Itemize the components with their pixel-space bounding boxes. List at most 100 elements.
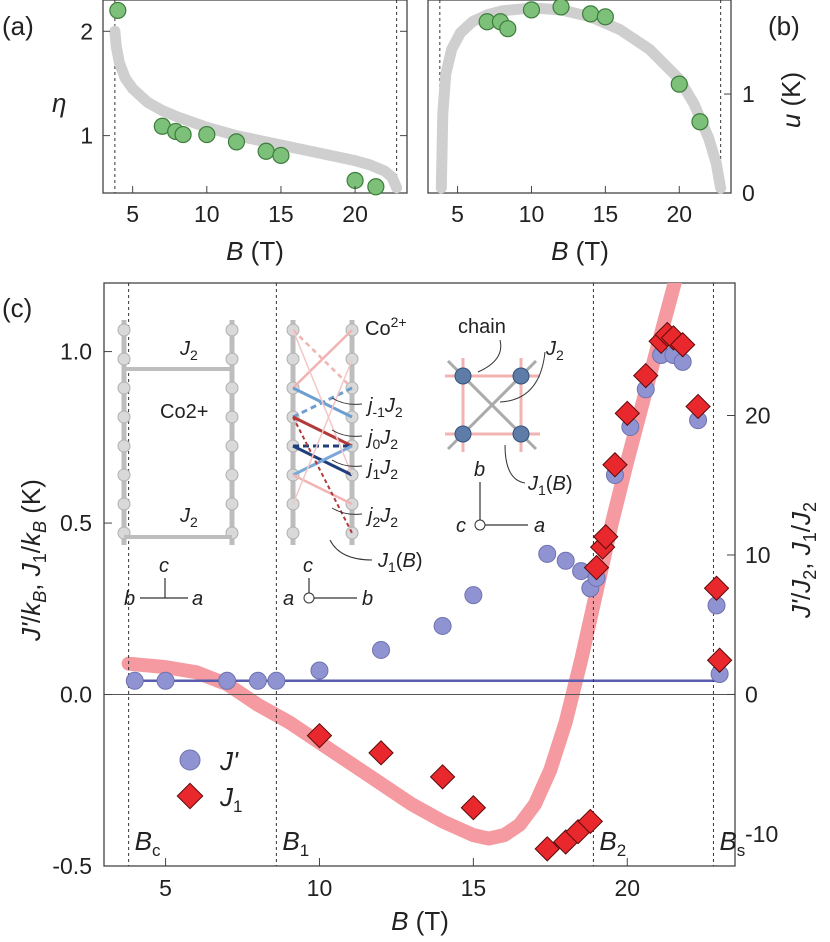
panel-b-label: (b) <box>768 11 800 41</box>
ladder-j2-top: J2 <box>179 338 198 363</box>
panel-c-ylabel-left: J'/kB, J1/kB (K) <box>16 479 50 642</box>
panel-a-point <box>227 133 246 151</box>
panel-b-fit-curve <box>435 2 727 194</box>
panel-b-point <box>581 5 600 23</box>
j1-point <box>429 764 456 790</box>
chain-j1b-arrow <box>504 444 526 484</box>
ladder-atom <box>225 497 239 511</box>
chain-axis-c-label: c <box>456 515 466 537</box>
j1-point <box>706 647 733 673</box>
coupling-label-2: j1J2 <box>365 457 398 482</box>
couplings-atom <box>345 352 359 366</box>
chain-axis-c-circle <box>474 519 486 531</box>
couplings-j1b-label: J1(B) <box>377 550 422 575</box>
panel-a: 5 10 15 20 1 2 (a) η B (T) <box>2 0 408 266</box>
panel-c-vline-label: Bs <box>719 826 745 860</box>
panel-c-fit-curve <box>121 283 682 846</box>
chain-axis-b-label: b <box>474 459 485 481</box>
chain-label: chain <box>458 316 506 338</box>
legend-jprime-label: J' <box>219 746 239 776</box>
j1-point <box>534 836 560 862</box>
panel-a-xtick-label: 20 <box>342 201 368 227</box>
jprime-point <box>125 671 144 690</box>
panel-b-point <box>552 0 570 16</box>
ladder-co-label: Co2+ <box>160 401 208 423</box>
chain-j2-arrow <box>499 351 546 403</box>
j1-point <box>368 740 394 766</box>
coupling-bond-0 <box>292 329 353 389</box>
panel-c-xtick-label: 20 <box>614 875 640 901</box>
ladder-atom <box>117 381 131 395</box>
panel-c-vline-label: Bc <box>135 826 161 860</box>
couplings-axis-b-label: b <box>362 588 373 610</box>
panel-b: 5 10 15 20 0 1 (b) B (T) u (K) <box>427 0 806 266</box>
ladder-atom <box>117 410 131 424</box>
ladder-atom <box>117 352 131 366</box>
j1-point <box>703 575 730 601</box>
ladder-axis-b-label: b <box>124 588 135 610</box>
coupling-arrow-3 <box>331 507 363 515</box>
panel-c-right-ytick-label: -10 <box>745 821 778 847</box>
couplings-j1b-arrow <box>329 539 373 561</box>
coupling-bond-9 <box>292 416 353 534</box>
couplings-co-label: Co2+ <box>365 314 407 340</box>
panel-c-xtick-label: 15 <box>461 875 487 901</box>
ladder-j2-bottom: J2 <box>179 505 198 530</box>
panel-a-ylabel: η <box>52 88 66 118</box>
chain-axis-a-label: a <box>534 515 545 537</box>
j1-point <box>306 722 333 749</box>
panel-a-ytick-label: 1 <box>80 123 93 149</box>
panel-a-point <box>257 142 275 160</box>
panel-a-fit-curve <box>109 25 403 194</box>
jprime-point <box>538 544 557 563</box>
panel-a-xtick-label: 5 <box>126 201 139 227</box>
panel-a-ytick-label: 2 <box>80 18 93 44</box>
panel-c-right-ytick-label: 20 <box>745 403 771 429</box>
panel-c-frame <box>103 282 736 867</box>
jprime-point <box>267 671 286 690</box>
chain-atom-0 <box>454 367 472 385</box>
jprime-point <box>248 671 267 690</box>
panel-c-vline-label: B2 <box>599 826 626 860</box>
panel-b-ytick-label: 1 <box>742 81 755 107</box>
panel-b-point <box>691 113 709 131</box>
panel-a-xlabel: B (T) <box>226 236 284 266</box>
panel-b-xtick-label: 10 <box>519 201 545 227</box>
j1-point <box>577 808 604 835</box>
couplings-axis-a-label: a <box>283 588 294 610</box>
panel-c-xlabel: B (T) <box>391 906 449 936</box>
j1-point <box>583 554 610 581</box>
jprime-point <box>372 640 391 659</box>
coupling-bond-1 <box>292 329 353 389</box>
ladder-atom <box>225 323 239 337</box>
panel-b-point <box>499 20 517 38</box>
legend: J' J1 <box>176 746 242 816</box>
ladder-atom <box>225 439 239 453</box>
jprime-point <box>310 661 329 680</box>
ladder-atom <box>117 468 131 482</box>
panel-b-frame <box>427 0 732 194</box>
panel-c-ytick-label: -0.5 <box>52 853 92 879</box>
coupling-bond-11 <box>292 359 353 505</box>
j1-point <box>460 794 487 821</box>
panel-b-point <box>670 75 688 93</box>
panel-b-ytick-label: 0 <box>742 180 755 206</box>
coupling-bond-8 <box>292 473 353 506</box>
couplings-axis-a-circle <box>303 592 315 604</box>
panel-b-point <box>596 8 614 26</box>
jprime-point <box>556 551 575 570</box>
panel-c-right-ytick-label: 10 <box>745 542 771 568</box>
chain-atom-2 <box>454 425 472 443</box>
panel-a-label: (a) <box>2 11 34 41</box>
panel-c-label: (c) <box>2 293 32 323</box>
panel-a-point <box>198 125 216 144</box>
coupling-arrow-1 <box>331 429 363 437</box>
panel-c-vline-label: B1 <box>282 826 309 860</box>
j1-point <box>614 400 640 427</box>
panel-c-ylabel-right: J'/J2, J1/J2 <box>786 502 820 619</box>
chain-j2-label: J2 <box>545 338 564 363</box>
panel-a-point <box>367 178 385 196</box>
panel-c-ytick-label: 0.0 <box>60 682 92 708</box>
coupling-arrow-0 <box>331 397 363 405</box>
